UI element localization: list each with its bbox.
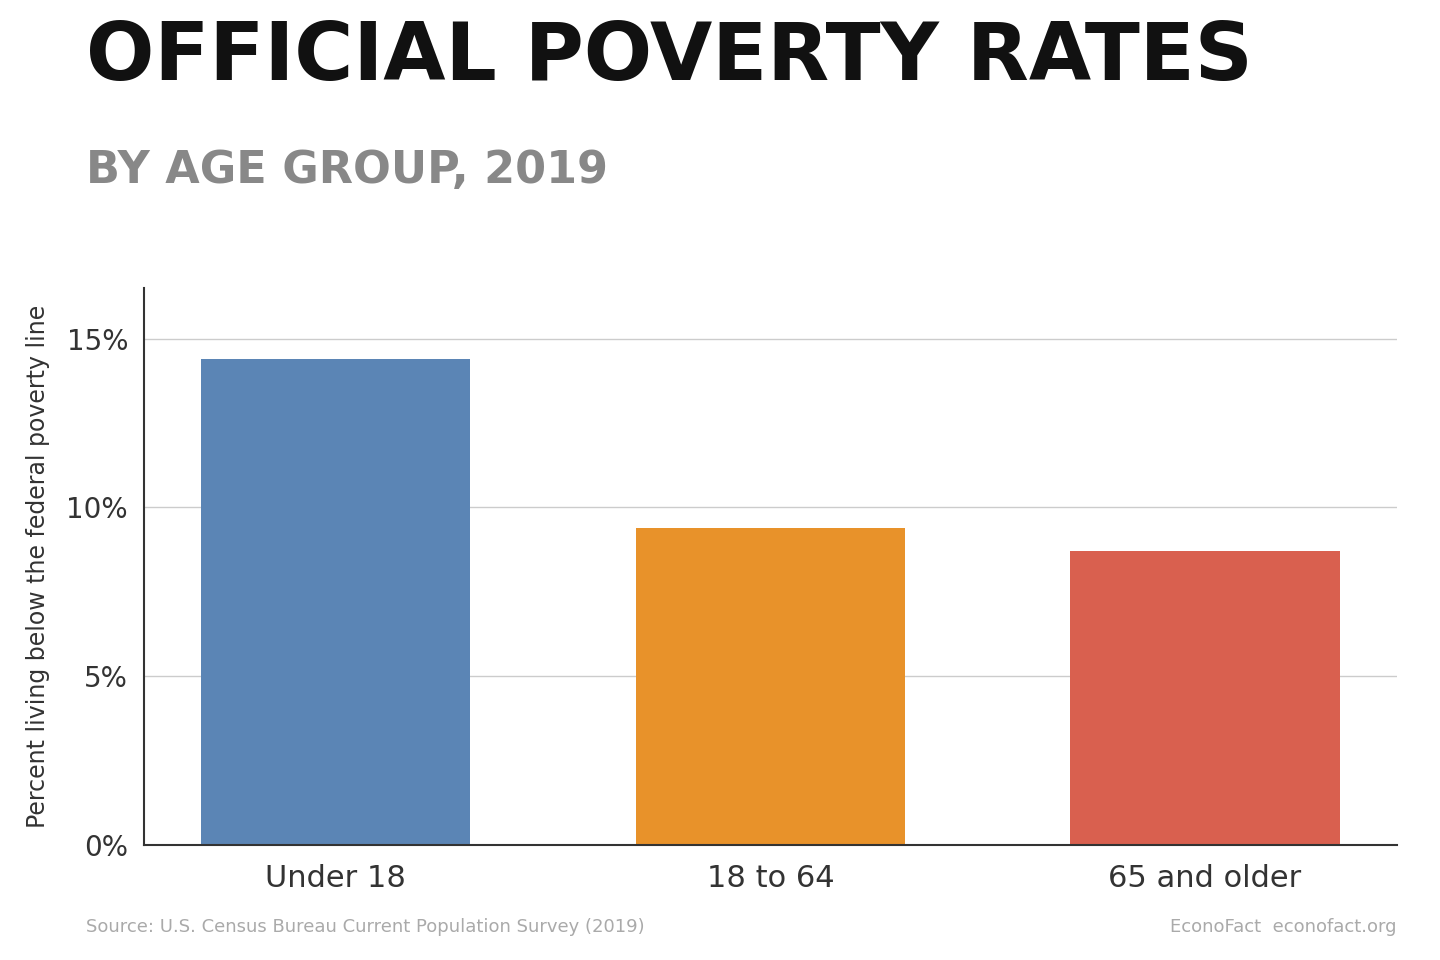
Text: Source: U.S. Census Bureau Current Population Survey (2019): Source: U.S. Census Bureau Current Popul…: [86, 918, 645, 936]
Bar: [1070, 551, 1339, 845]
Bar: [202, 359, 471, 845]
Text: EconoFact  econofact.org: EconoFact econofact.org: [1171, 918, 1397, 936]
Text: BY AGE GROUP, 2019: BY AGE GROUP, 2019: [86, 149, 608, 192]
Bar: [635, 528, 906, 845]
Y-axis label: Percent living below the federal poverty line: Percent living below the federal poverty…: [26, 304, 50, 828]
Text: OFFICIAL POVERTY RATES: OFFICIAL POVERTY RATES: [86, 19, 1253, 97]
